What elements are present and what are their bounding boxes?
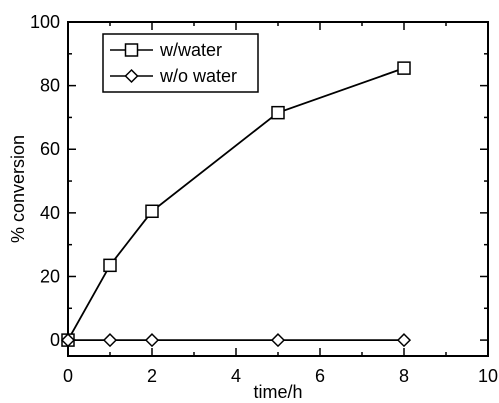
series-layer (60, 61, 412, 348)
data-point-w-o-water (396, 333, 412, 348)
x-tick-label: 0 (63, 366, 73, 386)
x-tick-label: 10 (478, 366, 498, 386)
x-tick-label: 6 (315, 366, 325, 386)
legend-diamond-marker-icon (124, 68, 139, 84)
x-axis-label: time/h (253, 382, 302, 402)
x-tick-label: 2 (147, 366, 157, 386)
data-point-w-water (271, 105, 285, 120)
data-point-w-o-water (144, 333, 160, 348)
data-point-w-water (103, 258, 117, 273)
y-tick-label: 20 (40, 266, 60, 286)
y-tick-label: 40 (40, 203, 60, 223)
y-tick-label: 80 (40, 76, 60, 96)
data-point-w-o-water (102, 333, 118, 348)
data-point-w-o-water (60, 333, 76, 348)
data-point-w-water (397, 61, 411, 75)
series-line-w-water (67, 67, 405, 341)
legend-square-marker-icon (124, 43, 139, 57)
legend-label-wo-water: w/o water (159, 66, 237, 86)
y-tick-label: 0 (50, 330, 60, 350)
x-tick-label: 8 (399, 366, 409, 386)
data-point-w-o-water (270, 333, 286, 348)
legend-label-w-water: w/water (159, 40, 222, 60)
y-tick-label: 100 (30, 12, 60, 32)
legend: w/water w/o water (102, 33, 259, 93)
y-axis-label: % conversion (8, 135, 28, 243)
y-tick-label: 60 (40, 139, 60, 159)
x-tick-label: 4 (231, 366, 241, 386)
data-point-w-water (145, 204, 159, 219)
